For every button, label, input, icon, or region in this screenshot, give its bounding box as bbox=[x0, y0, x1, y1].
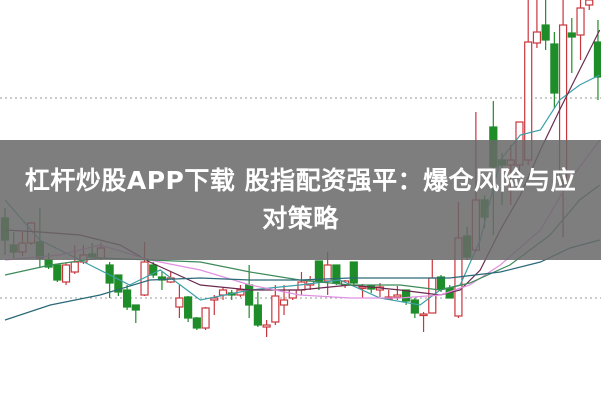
candle-down bbox=[192, 317, 201, 329]
candle-down bbox=[410, 299, 419, 314]
moving-average-line bbox=[4, 239, 600, 321]
candle-down bbox=[245, 284, 254, 306]
candle-down bbox=[44, 259, 53, 268]
candle-down bbox=[541, 24, 550, 41]
candle-up bbox=[297, 281, 306, 291]
article-title: 杠杆炒股APP下载 股指配资强平：爆仓风险与应对策略 bbox=[24, 166, 577, 233]
candle-up bbox=[279, 299, 289, 306]
candle-up bbox=[262, 324, 271, 328]
candle-down bbox=[436, 276, 446, 290]
candle-down bbox=[149, 264, 158, 276]
candle-down bbox=[402, 289, 411, 302]
candle-down bbox=[105, 264, 114, 284]
moving-average-line bbox=[4, 74, 600, 306]
candle-up bbox=[175, 297, 184, 308]
candle-up bbox=[358, 286, 367, 290]
candle-up bbox=[532, 31, 542, 44]
candle-up bbox=[218, 289, 228, 296]
candle-down bbox=[184, 296, 193, 319]
candle-down bbox=[253, 304, 262, 326]
candle-up bbox=[271, 295, 280, 323]
candle-down bbox=[114, 274, 123, 293]
candle-down bbox=[550, 43, 559, 94]
candle-up bbox=[576, 7, 585, 36]
candle-down bbox=[131, 304, 140, 311]
candle-down bbox=[314, 260, 324, 282]
candle-down bbox=[349, 261, 358, 284]
candle-up bbox=[61, 264, 71, 283]
title-banner: 杠杆炒股APP下载 股指配资强平：爆仓风险与应对策略 bbox=[0, 140, 601, 260]
candle-up bbox=[585, 0, 594, 6]
candle-down bbox=[53, 264, 62, 281]
candle-down bbox=[122, 289, 132, 308]
candle-down bbox=[593, 41, 601, 78]
candle-down bbox=[567, 32, 576, 38]
candle-up bbox=[419, 313, 428, 317]
candle-up bbox=[140, 261, 149, 296]
candle-up bbox=[201, 307, 210, 329]
candle-up bbox=[393, 294, 402, 298]
candle-up bbox=[210, 297, 219, 301]
candle-up bbox=[70, 261, 79, 273]
candle-down bbox=[332, 264, 341, 284]
